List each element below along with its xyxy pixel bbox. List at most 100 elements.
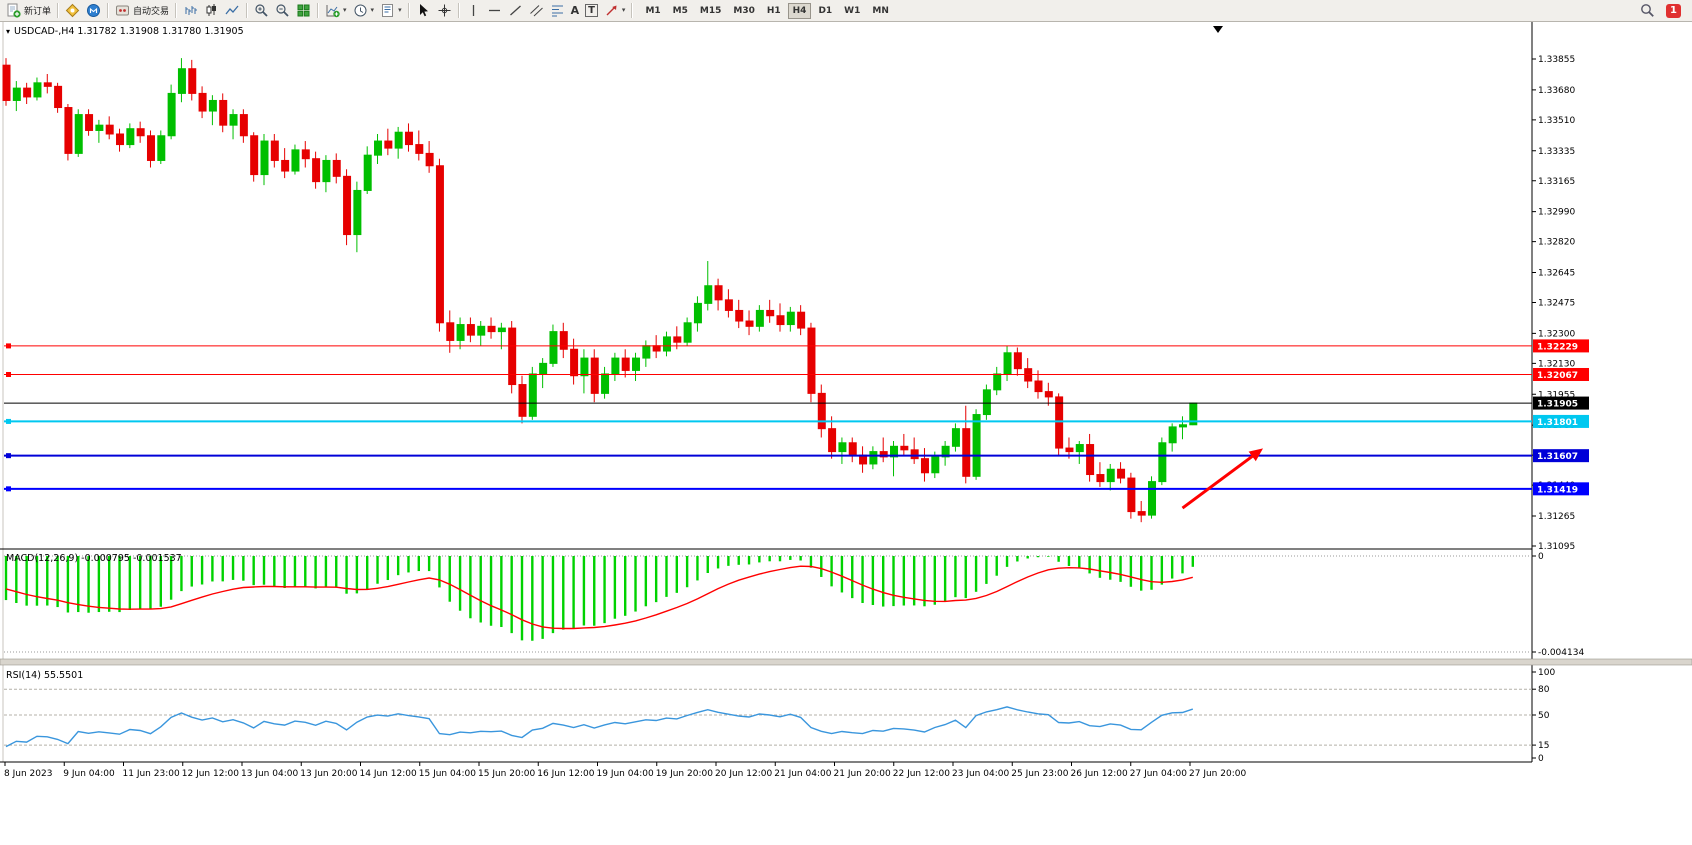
timeframe-H1[interactable]: H1 (766, 5, 781, 16)
svg-text:1.32475: 1.32475 (1538, 299, 1575, 309)
timeframe-D1[interactable]: D1 (818, 5, 833, 16)
new-order-button[interactable]: 新订单 (3, 1, 54, 21)
svg-text:22 Jun 12:00: 22 Jun 12:00 (893, 769, 950, 779)
horizontal-line-button[interactable] (484, 1, 505, 21)
text-button[interactable]: A (568, 1, 583, 21)
notification-badge[interactable]: 1 (1666, 3, 1681, 18)
price-axis[interactable]: 1.33855 1.33680 1.33510 1.33335 1.33165 1.329… (1532, 55, 1575, 552)
svg-text:11 Jun 23:00: 11 Jun 23:00 (123, 769, 180, 779)
timeframe-M1[interactable]: M1 (645, 5, 661, 16)
svg-text:15 Jun 04:00: 15 Jun 04:00 (419, 769, 476, 779)
svg-text:13 Jun 04:00: 13 Jun 04:00 (241, 769, 298, 779)
toolbar-separator (317, 3, 320, 18)
chart-title: ▾ USDCAD-,H4 1.31782 1.31908 1.31780 1.3… (6, 26, 244, 37)
svg-text:9 Jun 04:00: 9 Jun 04:00 (63, 769, 115, 779)
svg-text:26 Jun 12:00: 26 Jun 12:00 (1071, 769, 1128, 779)
channel-button[interactable] (526, 1, 547, 21)
zoom-out-button[interactable] (272, 1, 293, 21)
svg-text:14 Jun 12:00: 14 Jun 12:00 (360, 769, 417, 779)
timeframe-group: M1 M5 M15 M30 H1 H4 D1 W1 MN (640, 2, 893, 19)
bar-chart-button[interactable] (180, 1, 201, 21)
cursor-button[interactable] (413, 1, 434, 21)
hline-1.31801[interactable]: 1.31801 (4, 414, 1589, 428)
new-order-icon (7, 3, 21, 18)
tile-windows-icon (297, 4, 310, 17)
svg-text:21 Jun 04:00: 21 Jun 04:00 (774, 769, 831, 779)
label-button[interactable]: T (582, 1, 601, 21)
svg-text:1.33680: 1.33680 (1538, 86, 1575, 96)
timeframe-MN[interactable]: MN (872, 5, 889, 16)
time-axis[interactable]: 8 Jun 2023 9 Jun 04:00 11 Jun 23:00 12 Jun … (4, 762, 1246, 779)
macd-signal-line (5, 565, 1193, 630)
svg-text:27 Jun 20:00: 27 Jun 20:00 (1189, 769, 1246, 779)
svg-text:1.31905: 1.31905 (1537, 400, 1578, 410)
svg-text:23 Jun 04:00: 23 Jun 04:00 (952, 769, 1009, 779)
hline-1.31607[interactable]: 1.31607 (4, 449, 1589, 463)
candlestick-chart-button[interactable] (201, 1, 222, 21)
indicators-button[interactable]: ▾ (322, 1, 350, 21)
search-icon (1641, 4, 1654, 17)
svg-text:1.31607: 1.31607 (1537, 452, 1578, 462)
mql5-community-button[interactable] (83, 1, 104, 21)
hline-1.32067[interactable]: 1.32067 (4, 367, 1589, 381)
label-tool-icon: T (585, 4, 598, 17)
crosshair-button[interactable] (434, 1, 455, 21)
mql5-community-icon (87, 4, 101, 17)
vertical-line-button[interactable] (463, 1, 484, 21)
metaeditor-button[interactable] (62, 1, 83, 21)
dropdown-caret-icon: ▾ (398, 6, 402, 14)
chart-canvas[interactable]: 1.33855 1.33680 1.33510 1.33335 1.33165 1.329… (0, 22, 1692, 845)
timeframe-W1[interactable]: W1 (844, 5, 861, 16)
timeframe-M15[interactable]: M15 (699, 5, 722, 16)
svg-text:100: 100 (1538, 668, 1555, 678)
svg-text:50: 50 (1538, 711, 1550, 721)
zoom-in-icon (255, 4, 268, 17)
svg-text:1.32067: 1.32067 (1537, 371, 1578, 381)
templates-button[interactable]: ▾ (377, 1, 405, 21)
one-click-trading-arrow[interactable]: ▾ (6, 27, 11, 36)
svg-text:1.33335: 1.33335 (1538, 147, 1575, 157)
hline-1.31419[interactable]: 1.31419 (4, 482, 1589, 496)
toolbar-separator (57, 3, 60, 18)
svg-text:0: 0 (1538, 552, 1544, 562)
arrows-button[interactable]: ▾ (601, 1, 629, 21)
trendline-icon (509, 5, 521, 16)
timeframe-M5[interactable]: M5 (672, 5, 688, 16)
auto-trading-button[interactable]: 自动交易 (112, 1, 172, 21)
candles (2, 58, 1198, 523)
arrow-tool-icon (606, 5, 617, 16)
fibonacci-button[interactable] (547, 1, 568, 21)
rsi-line (5, 706, 1194, 748)
svg-text:-0.004134: -0.004134 (1538, 648, 1584, 658)
svg-text:1.32130: 1.32130 (1538, 359, 1575, 369)
hline-1.32229[interactable]: 1.32229 (4, 339, 1589, 353)
svg-text:19 Jun 04:00: 19 Jun 04:00 (597, 769, 654, 779)
timeframe-M30[interactable]: M30 (733, 5, 755, 16)
zoom-in-button[interactable] (251, 1, 272, 21)
trendline-button[interactable] (505, 1, 526, 21)
line-chart-button[interactable] (222, 1, 243, 21)
template-icon (382, 4, 394, 17)
timeframe-H4[interactable]: H4 (787, 2, 812, 19)
chart-shift-marker[interactable] (1213, 26, 1223, 33)
chart-area: 1.33855 1.33680 1.33510 1.33335 1.33165 1.329… (0, 22, 1692, 845)
search-button[interactable] (1637, 1, 1658, 21)
svg-text:1.31095: 1.31095 (1538, 542, 1575, 552)
rsi-indicator-label: RSI(14) 55.5501 (6, 670, 84, 681)
svg-text:8 Jun 2023: 8 Jun 2023 (4, 769, 52, 779)
svg-text:1.32645: 1.32645 (1538, 269, 1575, 279)
fibonacci-icon (551, 5, 563, 17)
svg-text:1.31801: 1.31801 (1537, 418, 1578, 428)
svg-text:1.31419: 1.31419 (1537, 485, 1578, 495)
svg-text:1.32820: 1.32820 (1538, 238, 1575, 248)
svg-text:1.32990: 1.32990 (1538, 208, 1575, 218)
indicators-icon (326, 5, 340, 18)
trend-arrow[interactable] (1181, 448, 1264, 510)
svg-text:1.33510: 1.33510 (1538, 116, 1575, 126)
hline-1.31905[interactable]: 1.31905 (4, 396, 1589, 410)
periods-button[interactable]: ▾ (350, 1, 378, 21)
horizontal-line-icon (488, 9, 500, 12)
svg-text:0: 0 (1538, 754, 1544, 764)
tile-windows-button[interactable] (293, 1, 314, 21)
